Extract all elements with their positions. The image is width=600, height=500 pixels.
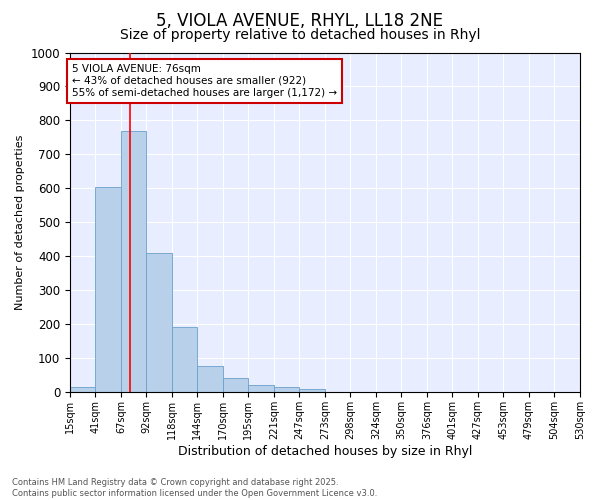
Text: Contains HM Land Registry data © Crown copyright and database right 2025.
Contai: Contains HM Land Registry data © Crown c… bbox=[12, 478, 377, 498]
Bar bbox=[299, 388, 325, 392]
Bar bbox=[274, 387, 299, 392]
Bar bbox=[248, 385, 274, 392]
Bar bbox=[121, 130, 146, 392]
Bar bbox=[197, 366, 223, 392]
Text: 5 VIOLA AVENUE: 76sqm
← 43% of detached houses are smaller (922)
55% of semi-det: 5 VIOLA AVENUE: 76sqm ← 43% of detached … bbox=[72, 64, 337, 98]
Bar bbox=[146, 253, 172, 392]
Bar bbox=[172, 328, 197, 392]
Bar bbox=[223, 378, 248, 392]
Bar bbox=[95, 186, 121, 392]
X-axis label: Distribution of detached houses by size in Rhyl: Distribution of detached houses by size … bbox=[178, 444, 472, 458]
Y-axis label: Number of detached properties: Number of detached properties bbox=[15, 134, 25, 310]
Text: 5, VIOLA AVENUE, RHYL, LL18 2NE: 5, VIOLA AVENUE, RHYL, LL18 2NE bbox=[157, 12, 443, 30]
Text: Size of property relative to detached houses in Rhyl: Size of property relative to detached ho… bbox=[120, 28, 480, 42]
Bar bbox=[70, 387, 95, 392]
